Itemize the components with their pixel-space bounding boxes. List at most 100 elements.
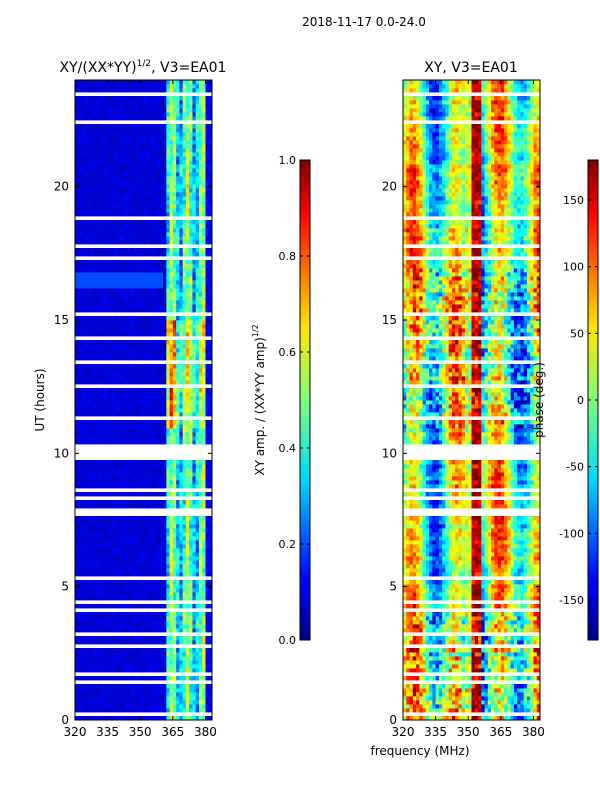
- heatmap-cell: [159, 252, 164, 257]
- heatmap-cell: [84, 472, 89, 477]
- heatmap-cell: [114, 412, 118, 417]
- heatmap-cell: [192, 208, 197, 213]
- heatmap-cell: [159, 240, 164, 245]
- heatmap-cell: [75, 492, 79, 497]
- heatmap-cell: [110, 480, 115, 485]
- heatmap-cell: [153, 504, 158, 509]
- heatmap-cell: [150, 668, 154, 673]
- heatmap-cell: [156, 328, 161, 333]
- heatmap-cell: [81, 320, 86, 325]
- heatmap-cell: [208, 476, 212, 481]
- heatmap-cell: [198, 612, 203, 617]
- heatmap-cell: [120, 464, 125, 469]
- heatmap-cell: [143, 440, 148, 445]
- heatmap-cell: [150, 400, 154, 405]
- heatmap-cell: [97, 564, 102, 569]
- heatmap-cell: [169, 708, 174, 713]
- heatmap-cell: [208, 224, 212, 229]
- heatmap-cell: [156, 180, 161, 185]
- heatmap-cell: [101, 552, 105, 557]
- heatmap-cell: [133, 268, 138, 273]
- heatmap-cell: [166, 372, 171, 377]
- heatmap-cell: [166, 684, 171, 689]
- heatmap-cell: [146, 564, 151, 569]
- heatmap-cell: [123, 364, 128, 369]
- heatmap-cell: [130, 232, 135, 237]
- heatmap-cell: [159, 272, 164, 277]
- heatmap-cell: [133, 716, 138, 720]
- heatmap-cell: [120, 236, 125, 241]
- heatmap-cell: [182, 544, 187, 549]
- heatmap-cell: [84, 324, 89, 329]
- heatmap-cell: [78, 684, 83, 689]
- heatmap-cell: [133, 320, 138, 325]
- heatmap-cell: [110, 396, 115, 401]
- heatmap-cell: [130, 464, 135, 469]
- heatmap-cell: [182, 296, 187, 301]
- heatmap-cell: [81, 528, 86, 533]
- heatmap-cell: [104, 544, 109, 549]
- heatmap-cell: [120, 592, 125, 597]
- heatmap-cell: [110, 356, 115, 361]
- heatmap-cell: [101, 616, 105, 621]
- heatmap-cell: [114, 652, 118, 657]
- heatmap-cell: [179, 184, 184, 189]
- heatmap-cell: [163, 628, 167, 633]
- heatmap-cell: [120, 480, 125, 485]
- heatmap-cell: [110, 404, 115, 409]
- heatmap-cell: [159, 332, 164, 337]
- heatmap-cell: [166, 388, 171, 393]
- heatmap-cell: [88, 708, 92, 713]
- heatmap-cell: [179, 308, 184, 313]
- heatmap-cell: [117, 536, 122, 541]
- heatmap-cell: [88, 636, 92, 641]
- heatmap-cell: [136, 296, 141, 301]
- heatmap-cell: [143, 620, 148, 625]
- heatmap-cell: [146, 168, 151, 173]
- heatmap-cell: [189, 272, 193, 277]
- heatmap-cell: [133, 552, 138, 557]
- heatmap-cell: [153, 628, 158, 633]
- heatmap-cell: [202, 284, 206, 289]
- heatmap-cell: [205, 304, 210, 309]
- heatmap-cell: [120, 196, 125, 201]
- heatmap-cell: [172, 208, 177, 213]
- heatmap-cell: [143, 528, 148, 533]
- heatmap-cell: [195, 284, 200, 289]
- heatmap-cell: [159, 524, 164, 529]
- heatmap-cell: [104, 268, 109, 273]
- heatmap-cell: [192, 636, 197, 641]
- heatmap-cell: [120, 164, 125, 169]
- heatmap-cell: [78, 148, 83, 153]
- heatmap-cell: [153, 272, 158, 277]
- heatmap-cell: [189, 652, 193, 657]
- heatmap-cell: [120, 568, 125, 573]
- heatmap-cell: [104, 500, 109, 505]
- heatmap-cell: [120, 292, 125, 297]
- heatmap-cell: [133, 468, 138, 473]
- heatmap-cell: [97, 460, 102, 465]
- heatmap-cell: [192, 668, 197, 673]
- heatmap-cell: [159, 492, 164, 497]
- heatmap-cell: [104, 716, 109, 720]
- heatmap-cell: [84, 688, 89, 693]
- heatmap-cell: [208, 556, 212, 561]
- heatmap-cell: [88, 492, 92, 497]
- heatmap-cell: [75, 592, 79, 597]
- heatmap-cell: [101, 308, 105, 313]
- heatmap-cell: [133, 696, 138, 701]
- heatmap-cell: [81, 328, 86, 333]
- heatmap-cell: [78, 240, 83, 245]
- heatmap-cell: [143, 220, 148, 225]
- heatmap-cell: [143, 352, 148, 357]
- heatmap-cell: [172, 348, 177, 353]
- heatmap-cell: [189, 624, 193, 629]
- heatmap-cell: [182, 332, 187, 337]
- heatmap-cell: [84, 408, 89, 413]
- heatmap-cell: [166, 228, 171, 233]
- heatmap-cell: [195, 228, 200, 233]
- heatmap-cell: [88, 628, 92, 633]
- heatmap-cell: [153, 652, 158, 657]
- heatmap-cell: [176, 580, 180, 585]
- heatmap-cell: [84, 532, 89, 537]
